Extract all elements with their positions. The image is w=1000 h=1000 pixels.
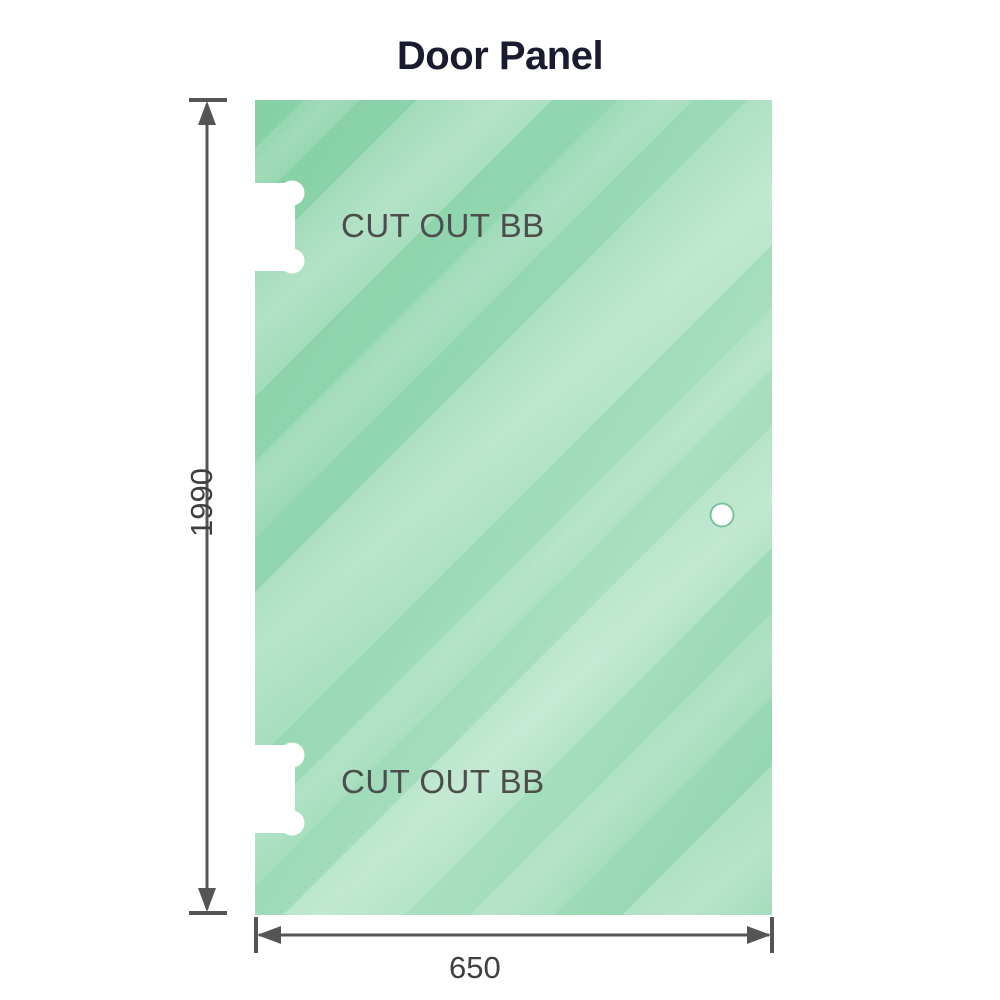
- cut-out-top: [252, 180, 305, 274]
- cut-out-label-bottom: CUT OUT BB: [341, 763, 545, 800]
- handle-hole: [709, 502, 735, 528]
- cut-out-label-top: CUT OUT BB: [341, 207, 545, 244]
- dimension-width: [254, 917, 774, 953]
- dimension-height-value: 1990: [184, 468, 219, 537]
- page-title: Door Panel: [396, 34, 604, 78]
- cut-out-bottom: [252, 742, 305, 836]
- dimension-height: [189, 98, 227, 915]
- dimension-width-value: 650: [449, 950, 501, 985]
